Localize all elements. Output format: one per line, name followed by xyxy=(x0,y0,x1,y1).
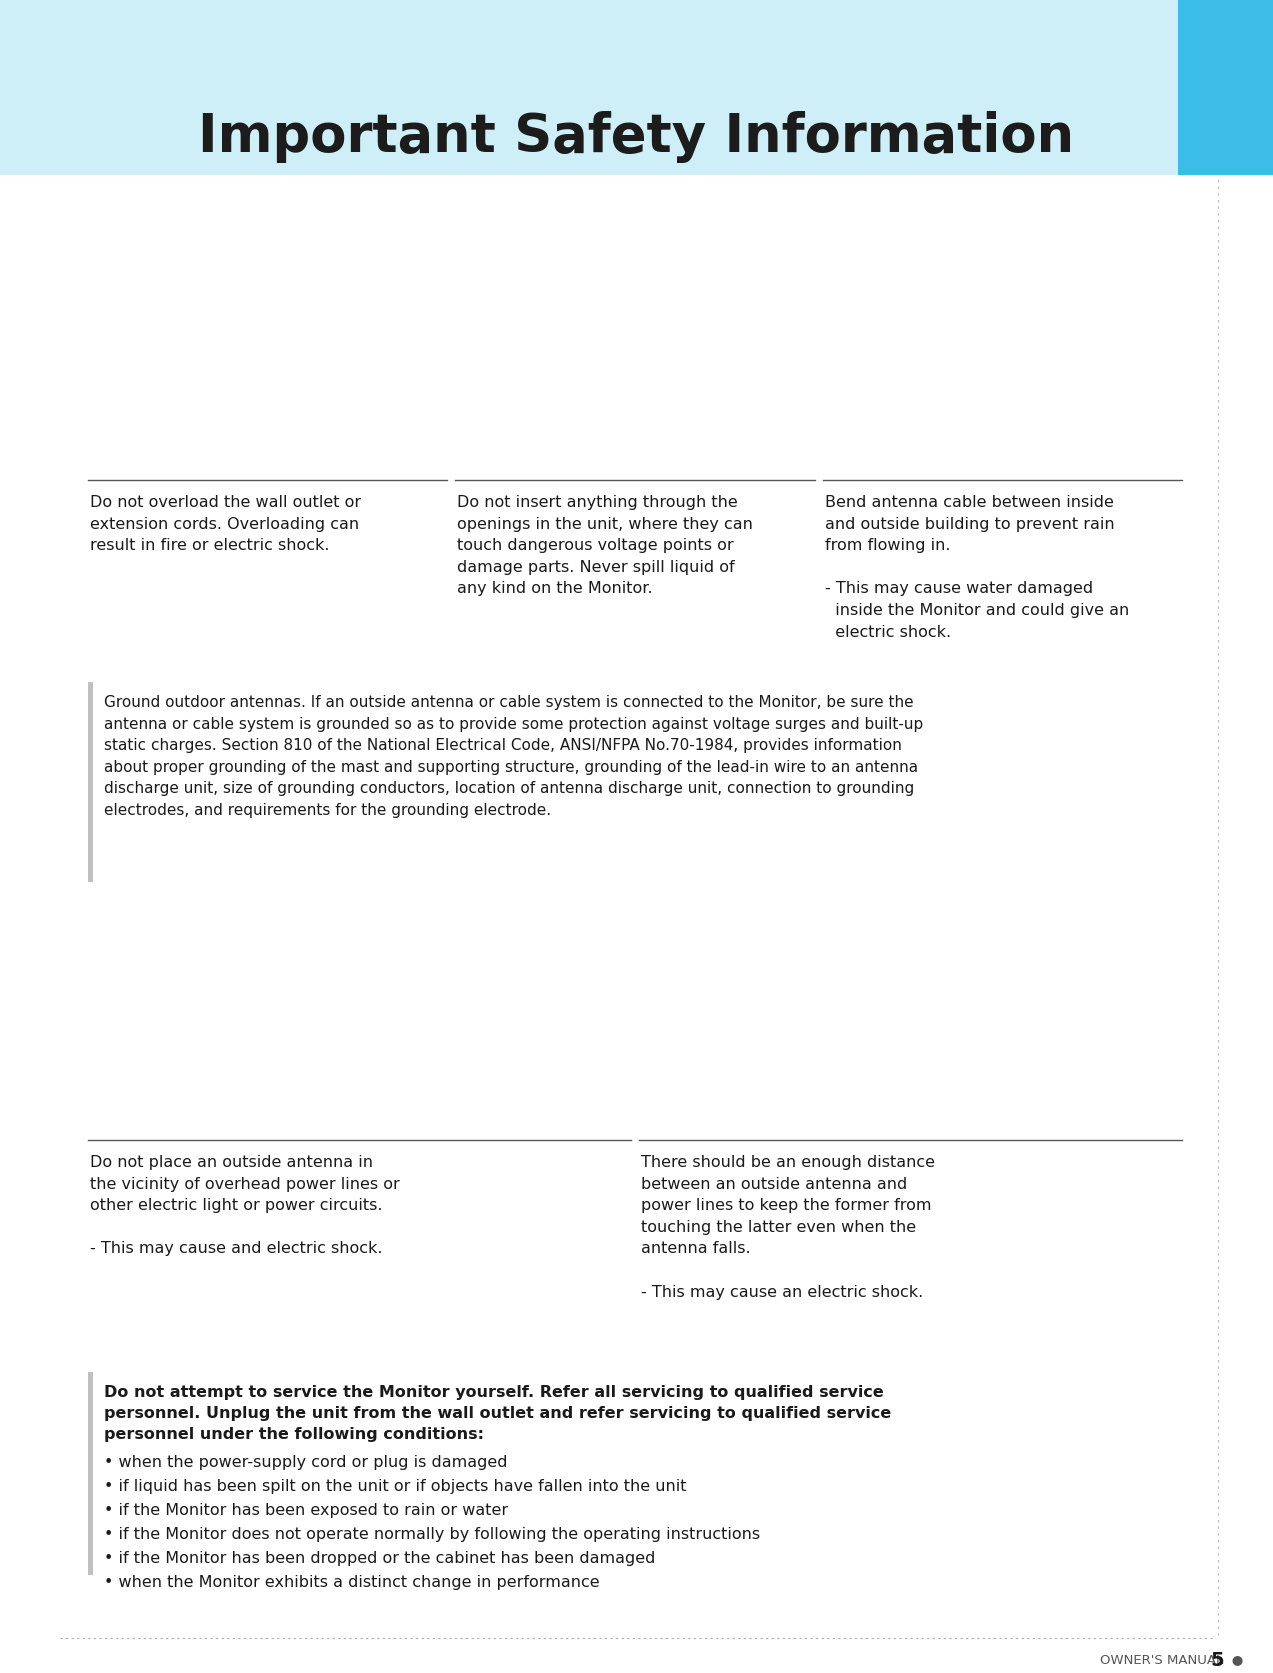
Bar xyxy=(0,0,1273,176)
Text: • when the power-supply cord or plug is damaged: • when the power-supply cord or plug is … xyxy=(104,1456,508,1471)
Text: Important Safety Information: Important Safety Information xyxy=(197,110,1074,162)
Text: • when the Monitor exhibits a distinct change in performance: • when the Monitor exhibits a distinct c… xyxy=(104,1574,600,1589)
Text: Ground outdoor antennas. If an outside antenna or cable system is connected to t: Ground outdoor antennas. If an outside a… xyxy=(104,694,923,818)
Text: • if the Monitor has been exposed to rain or water: • if the Monitor has been exposed to rai… xyxy=(104,1502,508,1517)
Text: 5: 5 xyxy=(1211,1651,1223,1670)
Text: • if liquid has been spilt on the unit or if objects have fallen into the unit: • if liquid has been spilt on the unit o… xyxy=(104,1479,686,1494)
Bar xyxy=(1178,0,1273,176)
Bar xyxy=(0,176,1273,1673)
Text: There should be an enough distance
between an outside antenna and
power lines to: There should be an enough distance betwe… xyxy=(642,1154,934,1300)
Text: Bend antenna cable between inside
and outside building to prevent rain
from flow: Bend antenna cable between inside and ou… xyxy=(825,495,1129,639)
Text: Do not attempt to service the Monitor yourself. Refer all servicing to qualified: Do not attempt to service the Monitor yo… xyxy=(104,1385,891,1442)
Text: Do not insert anything through the
openings in the unit, where they can
touch da: Do not insert anything through the openi… xyxy=(457,495,754,596)
Text: Do not place an outside antenna in
the vicinity of overhead power lines or
other: Do not place an outside antenna in the v… xyxy=(90,1154,400,1256)
Bar xyxy=(88,683,93,882)
Text: Do not overload the wall outlet or
extension cords. Overloading can
result in fi: Do not overload the wall outlet or exten… xyxy=(90,495,362,554)
Text: OWNER'S MANUAL  ●: OWNER'S MANUAL ● xyxy=(1100,1653,1251,1666)
Text: • if the Monitor has been dropped or the cabinet has been damaged: • if the Monitor has been dropped or the… xyxy=(104,1551,656,1566)
Bar xyxy=(88,1372,93,1574)
Text: • if the Monitor does not operate normally by following the operating instructio: • if the Monitor does not operate normal… xyxy=(104,1527,760,1543)
